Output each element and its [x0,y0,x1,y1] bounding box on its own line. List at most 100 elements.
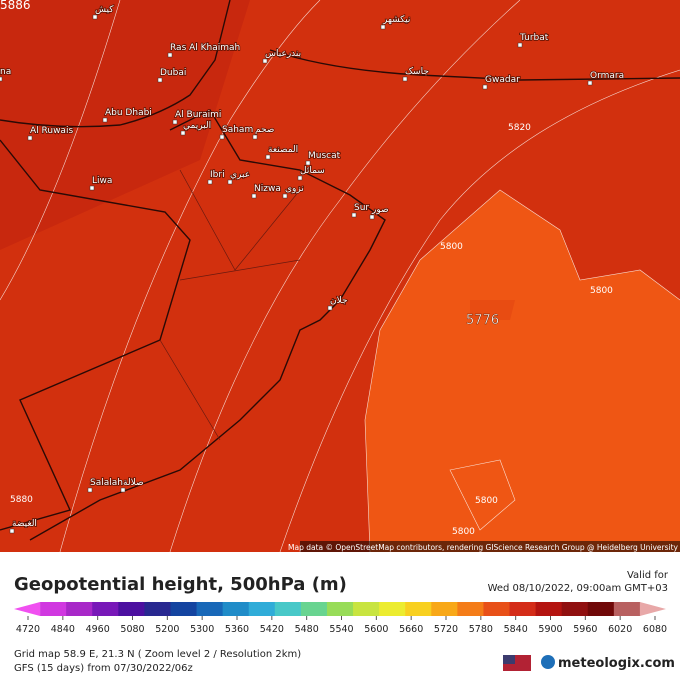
colorbar-swatch [509,602,537,616]
colorbar-label: 5660 [399,624,423,635]
colorbar-label: 4960 [86,624,110,635]
place-label: Al Buraimi [175,110,221,120]
place-marker [219,134,225,140]
place-marker [172,119,178,125]
valid-time: Wed 08/10/2022, 09:00am GMT+03 [488,583,668,594]
colorbar-swatch [118,602,145,616]
colorbar-swatch [353,602,380,616]
brand: meteologix.com [558,656,675,671]
map: کیش Ras Al Khaimah Dubai Abu Dhabi Al Buraim… [0,0,680,552]
colorbar-label: 6020 [608,624,632,635]
place-label: Nizwa [254,184,281,194]
legend-title: Geopotential height, 500hPa (m) [14,574,347,595]
place-marker [207,179,213,185]
place-marker [9,528,15,534]
colorbar-swatch [66,602,93,616]
contour-label: 5800 [452,527,475,537]
place-label: کیش [95,5,114,15]
contour-label: 5886 [0,0,31,12]
colorbar-label: 5900 [538,624,562,635]
place-marker [252,134,258,140]
attribution: Map data © OpenStreetMap contributors, r… [288,543,679,552]
place-label: بندرعباس [265,49,301,59]
place-marker [282,193,288,199]
contour-label: 5800 [475,496,498,506]
place-label: Ras Al Khaimah [170,43,240,53]
place-label: na [0,67,11,77]
colorbar-swatch [40,602,67,616]
colorbar-swatch [405,602,432,616]
place-marker [157,77,163,83]
place-marker [87,487,93,493]
place-marker [327,305,333,311]
place-label: Gwadar [485,75,520,85]
place-label: سمائل [300,166,325,176]
colorbar-swatch [326,602,354,616]
colorbar-label: 5300 [190,624,214,635]
place-label: Abu Dhabi [105,108,152,118]
colorbar-label: 4720 [16,624,40,635]
colorbar-swatch [561,602,589,616]
colorbar-swatch [196,602,224,616]
place-label: Dubai [160,68,186,78]
place-marker [265,154,271,160]
place-label: Sur [354,203,369,213]
place-marker [180,130,186,136]
contour-label: 5880 [10,495,33,505]
place-label: جلان [330,296,348,306]
place-marker [27,135,33,141]
contour-label: 5776 [466,313,499,328]
colorbar-label: 5780 [469,624,493,635]
place-label: نيكشهر [382,15,410,25]
colorbar-swatch [613,602,641,616]
place-label: صور [371,205,389,215]
colorbar-swatch [587,602,615,616]
brand-logo [541,655,555,669]
colorbar-swatch [300,602,328,616]
place-label: صحم [255,125,274,135]
colorbar-swatch [431,602,458,616]
place-label: Muscat [308,151,341,161]
place-label: المصنعة [268,145,298,155]
place-label: صلالة [123,478,144,488]
place-marker [120,487,126,493]
colorbar-label: 5600 [364,624,388,635]
place-label: Turbat [519,33,549,43]
place-marker [167,52,173,58]
place-label: Salalah [90,478,123,488]
place-label: نزوى [285,184,304,194]
place-marker [92,14,98,20]
place-marker [305,160,311,166]
colorbar-end [639,602,666,616]
place-marker [369,214,375,220]
place-label: الغيضة [12,519,37,529]
colorbar-label: 5960 [573,624,597,635]
grid-info: Grid map 58.9 E, 21.3 N ( Zoom level 2 /… [14,649,301,660]
place-label: Liwa [92,176,112,186]
model-info: GFS (15 days) from 07/30/2022/06z [14,663,193,674]
colorbar-label: 5720 [434,624,458,635]
place-marker [89,185,95,191]
place-label: Ormara [590,71,624,81]
place-marker [0,76,3,82]
place-marker [380,24,386,30]
colorbar-swatch [483,602,511,616]
place-marker [251,193,257,199]
colorbar-label: 5420 [260,624,284,635]
colorbar-label: 6080 [643,624,667,635]
colorbar-end [14,602,41,616]
colorbar-label: 5840 [504,624,528,635]
place-label: عبري [230,170,250,180]
place-marker [262,58,268,64]
colorbar-label: 5200 [155,624,179,635]
colorbar-swatch [222,602,250,616]
colorbar-label: 5540 [329,624,353,635]
colorbar-label: 5360 [225,624,249,635]
colorbar-label: 4840 [51,624,75,635]
colorbar-label: 5480 [295,624,319,635]
colorbar-swatch [248,602,276,616]
place-label: جاسک [405,67,429,77]
place-marker [351,212,357,218]
colorbar-swatch [457,602,484,616]
